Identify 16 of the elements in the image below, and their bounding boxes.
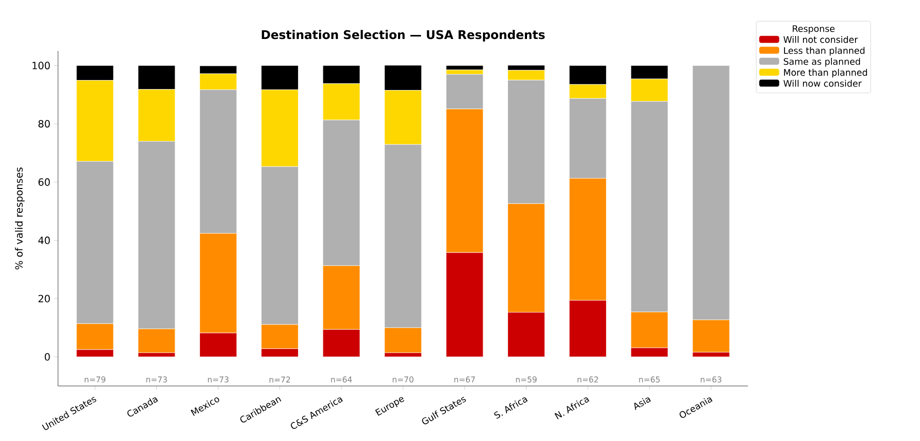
bar xyxy=(446,65,484,70)
y-tick-label: 40 xyxy=(38,236,50,244)
y-tick-label: 0 xyxy=(44,353,50,361)
legend-label: Will now consider xyxy=(784,80,862,87)
y-axis-title: % of valid responses xyxy=(14,168,25,270)
y-tick-label: 20 xyxy=(38,294,50,302)
legend-label: Same as planned xyxy=(784,58,860,67)
y-tick-label: 100 xyxy=(32,62,50,70)
chart-title: Destination Selection — USA Respondents xyxy=(262,30,545,42)
legend-title: Response xyxy=(792,25,835,34)
legend-label: More than planned xyxy=(784,68,867,78)
x-tick-label: Asia xyxy=(634,397,651,410)
legend-label: Less than planned xyxy=(784,46,864,56)
legend-label: Will not consider xyxy=(784,36,858,43)
y-tick-label: 60 xyxy=(38,178,50,186)
y-tick-label: 80 xyxy=(38,120,50,128)
